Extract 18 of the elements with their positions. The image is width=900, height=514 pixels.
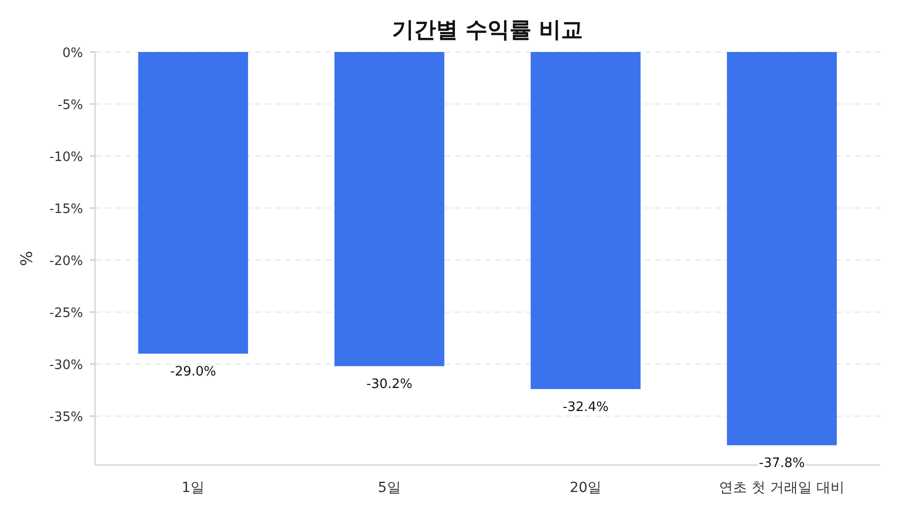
data-label: -37.8%: [758, 456, 805, 472]
y-tick-label: -5%: [58, 98, 83, 114]
x-tick-label: 1일: [182, 480, 205, 496]
chart-title: 기간별 수익률 비교: [392, 18, 584, 43]
y-tick-label: -10%: [49, 150, 83, 166]
data-label: -29.0%: [170, 364, 216, 380]
x-tick-label: 5일: [378, 480, 401, 496]
y-tick-label: -35%: [49, 410, 83, 426]
y-tick-label: -20%: [49, 254, 83, 270]
y-tick-label: -30%: [49, 358, 83, 374]
y-tick-label: -25%: [49, 306, 83, 322]
y-tick-label: -15%: [49, 202, 83, 218]
x-tick-label: 20일: [570, 480, 602, 496]
y-tick-label: 0%: [62, 46, 83, 61]
data-label: -30.2%: [366, 377, 412, 392]
x-tick-label: 연초 첫 거래일 대비: [719, 480, 845, 496]
y-axis-title: %: [17, 250, 36, 266]
data-label: -32.4%: [562, 400, 609, 416]
